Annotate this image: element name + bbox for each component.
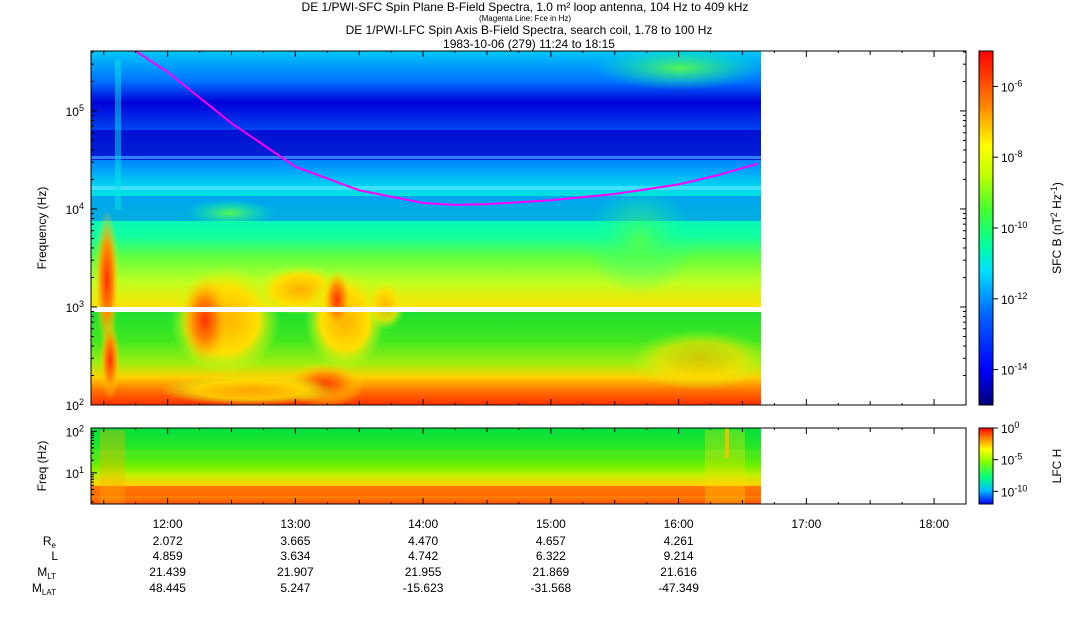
top-y-axis: 102 103 104 105 xyxy=(66,51,966,413)
bottom-y-tick-label: 102 xyxy=(66,423,84,439)
ephemeris-value: 21.955 xyxy=(405,565,442,579)
ephemeris-value: 3.665 xyxy=(280,534,310,548)
lfc-colorbar-label: LFC H xyxy=(1050,449,1064,484)
time-tick-label: 12:00 xyxy=(153,517,183,531)
lfc-colorbar-tick-label: 10-10 xyxy=(1001,483,1027,499)
ephemeris-table: Re 2.072 3.665 4.470 4.657 4.261 L 4.859 3.634 4.… xyxy=(32,534,699,597)
sfc-colorbar-tick-label: 10-12 xyxy=(1001,291,1027,307)
sfc-colorbar-tick-label: 10-10 xyxy=(1001,220,1027,236)
ephemeris-label: Re xyxy=(43,534,57,550)
sfc-colorbar-tick-label: 10-8 xyxy=(1001,149,1022,165)
ephemeris-value: 21.907 xyxy=(277,565,314,579)
time-tick-label: 18:00 xyxy=(919,517,949,531)
ephemeris-value: 9.214 xyxy=(664,549,694,563)
bottom-panel-frame xyxy=(90,427,967,505)
top-y-tick-label: 103 xyxy=(66,299,84,315)
sfc-spectrogram-image xyxy=(91,51,761,405)
date-range: 1983-10-06 (279) 11:24 to 18:15 xyxy=(443,37,615,51)
top-y-tick-label: 105 xyxy=(66,103,84,119)
top-y-axis-label: Frequency (Hz) xyxy=(35,187,49,270)
ephemeris-value: 48.445 xyxy=(149,581,186,595)
ephemeris-value: 21.869 xyxy=(533,565,570,579)
ephemeris-label: L xyxy=(51,549,58,563)
time-tick-label: 13:00 xyxy=(280,517,310,531)
top-y-tick-label: 102 xyxy=(66,397,84,413)
lfc-colorbar xyxy=(978,427,994,505)
ephemeris-value: -31.568 xyxy=(531,581,572,595)
sfc-colorbar-tick-label: 10-14 xyxy=(1001,362,1027,378)
ephemeris-value: 4.261 xyxy=(664,534,694,548)
time-tick-label: 14:00 xyxy=(408,517,438,531)
sfc-colorbar-label: SFC B (nT2 Hz-1) xyxy=(1049,182,1064,274)
lfc-spectrogram-image xyxy=(91,428,761,504)
sfc-colorbar-tick-label: 10-6 xyxy=(1001,78,1022,94)
ephemeris-value: 21.616 xyxy=(660,565,697,579)
lfc-colorbar-ticks: 100 10-5 10-10 xyxy=(993,420,1027,499)
ephemeris-value: -15.623 xyxy=(403,581,444,595)
fce-magenta-line xyxy=(135,51,759,206)
ephemeris-value: 6.322 xyxy=(536,549,566,563)
bottom-y-axis-label: Freq (Hz) xyxy=(35,441,49,492)
lfc-colorbar-tick-label: 100 xyxy=(1001,420,1019,436)
ephemeris-value: -47.349 xyxy=(658,581,699,595)
time-axis: 12:00 13:00 14:00 15:00 16:00 17:00 18:00 xyxy=(103,51,967,531)
ephemeris-label: MLAT xyxy=(32,581,56,597)
sfc-colorbar-ticks: 10-6 10-8 10-10 10-12 10-14 xyxy=(993,78,1027,378)
time-tick-label: 16:00 xyxy=(664,517,694,531)
bottom-y-tick-label: 101 xyxy=(66,465,84,481)
sfc-colorbar xyxy=(978,50,994,406)
time-tick-label: 17:00 xyxy=(791,517,821,531)
ephemeris-label: MLT xyxy=(37,565,56,581)
bottom-y-axis: 101 102 xyxy=(66,423,97,503)
ephemeris-value: 21.439 xyxy=(149,565,186,579)
top-panel-title: DE 1/PWI-SFC Spin Plane B-Field Spectra,… xyxy=(301,0,749,14)
top-panel-frame xyxy=(90,50,967,406)
top-y-tick-label: 104 xyxy=(66,201,84,217)
ephemeris-value: 4.742 xyxy=(408,549,438,563)
lfc-colorbar-tick-label: 10-5 xyxy=(1001,452,1022,468)
ephemeris-value: 5.247 xyxy=(280,581,310,595)
top-panel-subtitle: (Magenta Line: Fce in Hz) xyxy=(478,14,572,23)
ephemeris-value: 2.072 xyxy=(153,534,183,548)
bottom-panel-title: DE 1/PWI-LFC Spin Axis B-Field Spectra, … xyxy=(345,23,713,37)
ephemeris-value: 4.657 xyxy=(536,534,566,548)
ephemeris-value: 4.470 xyxy=(408,534,438,548)
ephemeris-value: 4.859 xyxy=(153,549,183,563)
time-tick-label: 15:00 xyxy=(536,517,566,531)
ephemeris-value: 3.634 xyxy=(280,549,310,563)
